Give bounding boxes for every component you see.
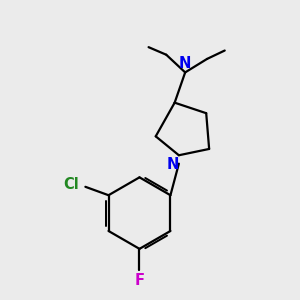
Text: N: N (167, 158, 179, 172)
Text: Cl: Cl (63, 177, 79, 192)
Text: F: F (134, 273, 145, 288)
Text: N: N (179, 56, 191, 71)
